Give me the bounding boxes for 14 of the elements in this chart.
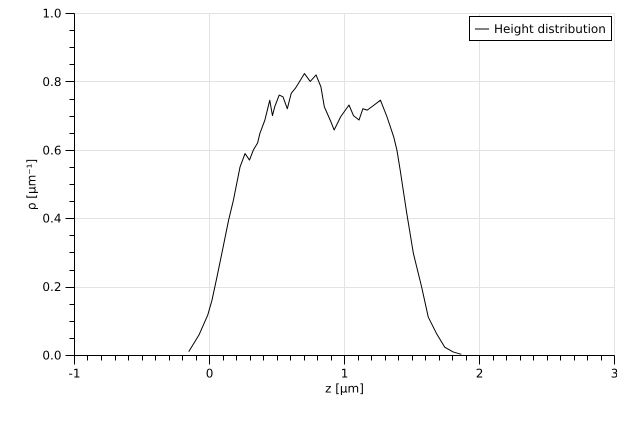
y-tick-label: 0.8 — [42, 74, 62, 89]
y-tick-label: 0.4 — [42, 212, 62, 226]
legend-label: Height distribution — [494, 22, 606, 36]
x-tick-label: 1 — [340, 366, 348, 380]
y-tick-label: 0.2 — [42, 280, 62, 294]
x-tick-label: 0 — [206, 366, 214, 380]
y-tick-label: 0.6 — [42, 143, 62, 158]
x-tick-label: 3 — [610, 366, 617, 380]
y-tick-label: 1.0 — [42, 6, 62, 20]
x-axis-title: z [µm] — [325, 382, 364, 396]
y-tick-label: 0.0 — [42, 348, 62, 362]
x-tick-label: 2 — [476, 366, 484, 380]
x-tick-label: -1 — [68, 366, 80, 380]
y-axis-title: ρ [µm⁻¹] — [24, 158, 38, 210]
